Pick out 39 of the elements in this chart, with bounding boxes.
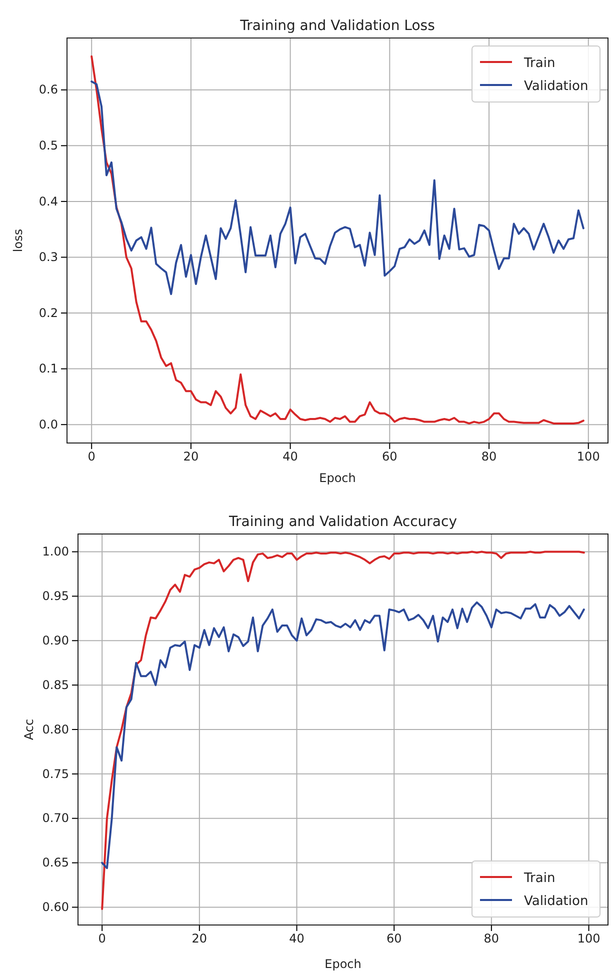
- y-tick-label: 0.5: [38, 138, 58, 153]
- y-tick-label: 0.0: [38, 417, 58, 432]
- y-tick-label: 0.95: [42, 589, 69, 604]
- x-tick-label: 60: [386, 932, 402, 946]
- legend-label: Validation: [524, 79, 588, 94]
- x-axis-title: Epoch: [324, 957, 362, 971]
- y-tick-label: 0.4: [38, 194, 58, 208]
- y-tick-label: 0.75: [42, 766, 69, 781]
- y-tick-label: 0.60: [42, 900, 69, 914]
- x-tick-label: 80: [484, 932, 500, 946]
- y-tick-label: 0.3: [38, 250, 58, 264]
- x-tick-label: 80: [481, 450, 497, 464]
- y-tick-label: 0.65: [42, 856, 69, 870]
- legend-label: Validation: [524, 894, 588, 909]
- x-tick-label: 20: [183, 450, 199, 464]
- x-tick-label: 40: [282, 450, 298, 464]
- y-tick-label: 1.00: [42, 544, 69, 559]
- y-tick-label: 0.1: [38, 362, 58, 376]
- y-tick-label: 0.85: [42, 678, 69, 692]
- x-axis-title: Epoch: [319, 471, 356, 485]
- legend-label: Train: [523, 56, 556, 71]
- legend-label: Train: [523, 871, 556, 886]
- x-tick-label: 40: [289, 932, 304, 946]
- line-series: [101, 601, 585, 870]
- y-axis-title: loss: [11, 228, 25, 252]
- chart-title: Training and Validation Loss: [239, 18, 435, 34]
- y-tick-label: 0.90: [42, 633, 69, 648]
- y-tick-label: 0.6: [38, 82, 58, 97]
- x-tick-label: 100: [576, 450, 600, 464]
- y-tick-label: 0.80: [42, 722, 69, 736]
- x-tick-label: 60: [382, 450, 398, 464]
- x-tick-label: 0: [88, 450, 96, 464]
- x-tick-label: 0: [98, 932, 106, 946]
- chart-title: Training and Validation Accuracy: [228, 514, 457, 530]
- x-tick-label: 20: [192, 932, 208, 946]
- y-axis-title: Acc: [22, 718, 36, 740]
- y-tick-label: 0.70: [42, 811, 69, 826]
- y-tick-label: 0.2: [38, 306, 58, 320]
- x-tick-label: 100: [577, 932, 600, 946]
